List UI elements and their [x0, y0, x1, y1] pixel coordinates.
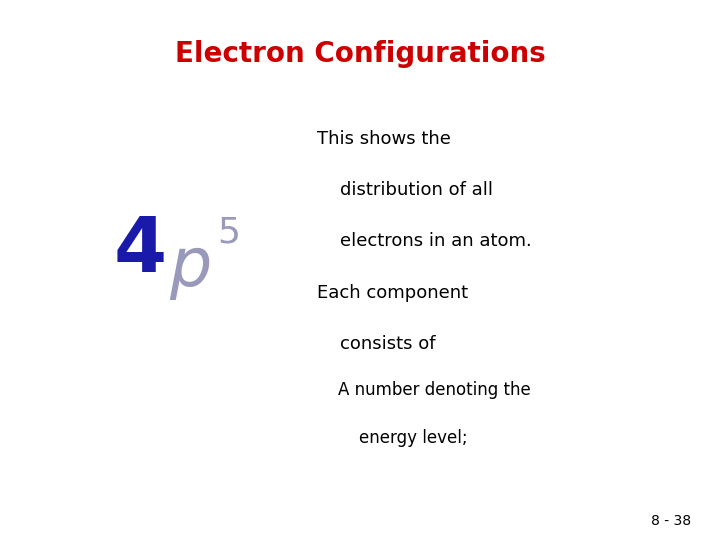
Text: Electron Configurations: Electron Configurations [175, 40, 545, 69]
Text: 8 - 38: 8 - 38 [651, 514, 691, 528]
Text: p: p [170, 234, 212, 300]
Text: electrons in an atom.: electrons in an atom. [317, 232, 531, 250]
Text: This shows the: This shows the [317, 130, 451, 147]
Text: A number denoting the: A number denoting the [317, 381, 531, 399]
Text: 4: 4 [114, 214, 167, 288]
Text: Each component: Each component [317, 284, 468, 301]
Text: energy level;: energy level; [317, 429, 467, 447]
Text: consists of: consists of [317, 335, 436, 353]
Text: distribution of all: distribution of all [317, 181, 492, 199]
Text: 5: 5 [217, 215, 240, 249]
